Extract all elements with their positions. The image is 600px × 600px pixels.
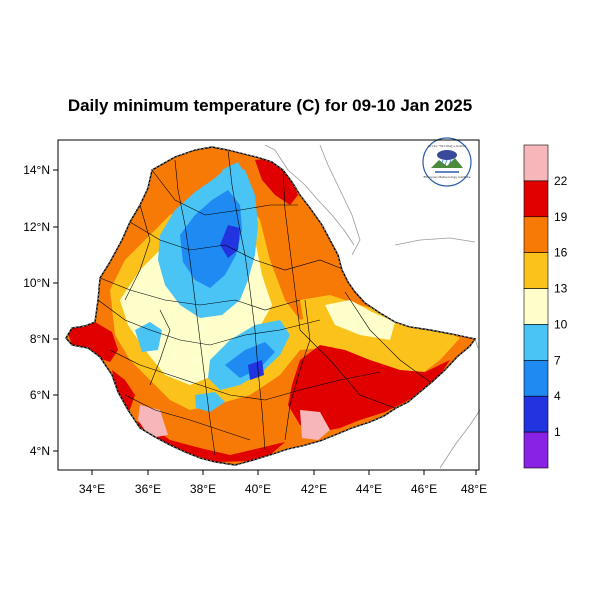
y-tick-12n: 12°N: [23, 220, 50, 234]
colorbar-labels: 22 19 16 13 10 7 4 1: [554, 174, 568, 439]
y-tick-8n: 8°N: [30, 332, 50, 346]
logo-text: ኢትዮጵያ ሜቲዮሮሎጂ ኢንስቲትዩት: [427, 144, 466, 148]
x-tick-38e: 38°E: [190, 482, 216, 496]
colorbar-label: 19: [554, 210, 568, 224]
x-tick-42e: 42°E: [301, 482, 327, 496]
x-tick-36e: 36°E: [135, 482, 161, 496]
colorbar-label: 22: [554, 174, 568, 188]
x-tick-40e: 40°E: [245, 482, 271, 496]
colorbar-label: 1: [554, 425, 561, 439]
colorbar-label: 16: [554, 246, 568, 260]
colorbar-label: 10: [554, 317, 568, 331]
chart-title: Daily minimum temperature (C) for 09-10 …: [67, 96, 473, 115]
colorbar-label: 4: [554, 389, 561, 403]
colorbar: [523, 144, 549, 469]
x-tick-34e: 34°E: [79, 482, 105, 496]
colorbar-swatch: [523, 324, 549, 361]
x-tick-labels: 34°E 36°E 38°E 40°E 42°E 44°E 46°E 48°E: [79, 482, 487, 496]
colorbar-swatch: [523, 288, 549, 325]
plot-frame: [57, 139, 480, 471]
colorbar-swatch: [523, 216, 549, 253]
colorbar-swatch: [523, 360, 549, 397]
x-axis: [91, 470, 477, 475]
y-tick-6n: 6°N: [30, 388, 50, 402]
x-tick-48e: 48°E: [461, 482, 487, 496]
neighbor-boundaries: [264, 144, 481, 469]
y-tick-10n: 10°N: [23, 276, 50, 290]
colorbar-swatch: [523, 431, 549, 469]
y-tick-labels: 14°N 12°N 10°N 8°N 6°N 4°N: [23, 163, 50, 458]
colorbar-swatch: [523, 180, 549, 218]
admin-boundaries: [97, 149, 431, 456]
colorbar-label: 13: [554, 282, 568, 296]
colorbar-swatch: [523, 395, 549, 433]
logo-subtext: Ethiopian Meteorology Institute: [423, 175, 470, 179]
y-tick-4n: 4°N: [30, 444, 50, 458]
colorbar-label: 7: [554, 353, 561, 367]
temperature-field: [66, 147, 475, 465]
ethiopian-meteorology-institute-logo: ኢትዮጵያ ሜቲዮሮሎጂ ኢንስቲትዩት Ethiopian Meteorolo…: [422, 137, 472, 187]
colorbar-swatch: [523, 252, 549, 289]
x-tick-44e: 44°E: [356, 482, 382, 496]
x-tick-46e: 46°E: [411, 482, 437, 496]
y-tick-14n: 14°N: [23, 163, 50, 177]
colorbar-swatch: [523, 144, 549, 182]
y-axis: [53, 169, 58, 452]
